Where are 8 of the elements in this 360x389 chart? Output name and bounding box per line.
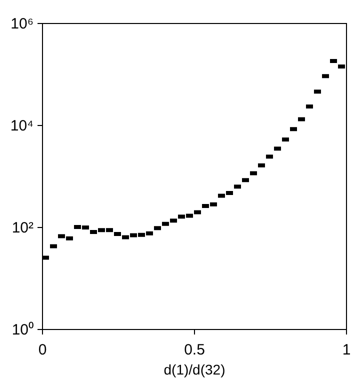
x-tick-label: 0.5: [184, 342, 205, 358]
x-tick-label: 1: [342, 342, 351, 358]
x-axis-title: d(1)/d(32): [164, 362, 226, 378]
y-tick-label: 10⁰: [12, 322, 34, 338]
y-tick-label: 10²: [12, 220, 34, 236]
y-tick-label: 10⁴: [10, 118, 34, 134]
x-tick-label: 0: [38, 342, 47, 358]
y-tick-label: 10⁶: [10, 16, 34, 32]
